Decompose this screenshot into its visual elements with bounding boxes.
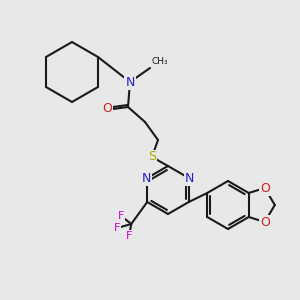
Text: N: N <box>125 76 135 88</box>
Text: F: F <box>114 223 120 233</box>
Text: S: S <box>148 151 156 164</box>
Text: CH₃: CH₃ <box>152 57 169 66</box>
Text: N: N <box>185 172 194 184</box>
Text: N: N <box>142 172 151 184</box>
Text: O: O <box>260 215 270 229</box>
Text: F: F <box>126 231 132 241</box>
Text: F: F <box>118 211 124 221</box>
Text: O: O <box>260 182 270 194</box>
Text: O: O <box>102 103 112 116</box>
